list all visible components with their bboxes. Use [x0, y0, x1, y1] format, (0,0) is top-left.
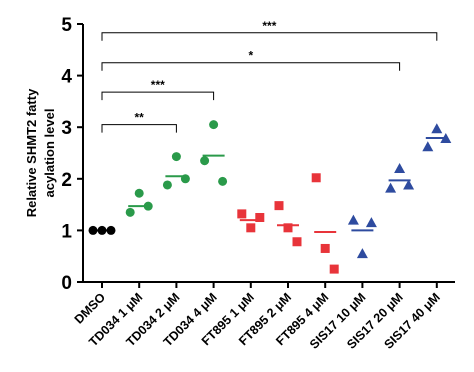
y-axis-label: acylation level	[42, 109, 57, 198]
data-point	[218, 176, 228, 186]
significance-bracket	[101, 91, 215, 101]
x-tick-label: DMSO	[72, 290, 109, 327]
data-point	[283, 223, 293, 233]
data-point	[134, 188, 144, 198]
y-tick-label: 0	[61, 273, 72, 294]
data-point	[246, 223, 256, 233]
data-point	[403, 179, 415, 190]
data-point	[320, 243, 330, 253]
data-point	[200, 156, 210, 166]
data-point	[431, 123, 443, 134]
data-point	[162, 180, 172, 190]
significance-bracket	[101, 32, 438, 41]
data-point	[274, 201, 284, 211]
significance-bracket	[101, 124, 177, 133]
data-point	[365, 217, 377, 228]
data-point	[237, 209, 247, 219]
significance-label: ***	[151, 78, 165, 92]
data-point	[347, 214, 359, 225]
data-point	[125, 207, 135, 217]
data-point	[171, 152, 181, 162]
data-point	[292, 237, 302, 247]
y-tick-label: 4	[61, 67, 72, 88]
y-tick-label: 2	[61, 170, 72, 191]
data-point	[394, 162, 406, 173]
y-axis-label: Relative SHMT2 fatty	[24, 88, 39, 217]
data-point	[255, 213, 265, 222]
significance-label: ***	[262, 19, 276, 33]
y-tick-label: 5	[61, 15, 72, 36]
data-point	[422, 141, 434, 152]
significance-label: **	[135, 111, 145, 125]
data-point	[356, 248, 368, 259]
y-tick-label: 3	[61, 118, 72, 139]
significance-bracket	[101, 62, 401, 71]
y-tick-label: 1	[61, 221, 72, 242]
data-point	[329, 264, 339, 274]
data-point	[209, 120, 219, 130]
data-point	[385, 182, 397, 193]
data-point	[311, 173, 321, 183]
significance-label: *	[248, 49, 253, 63]
